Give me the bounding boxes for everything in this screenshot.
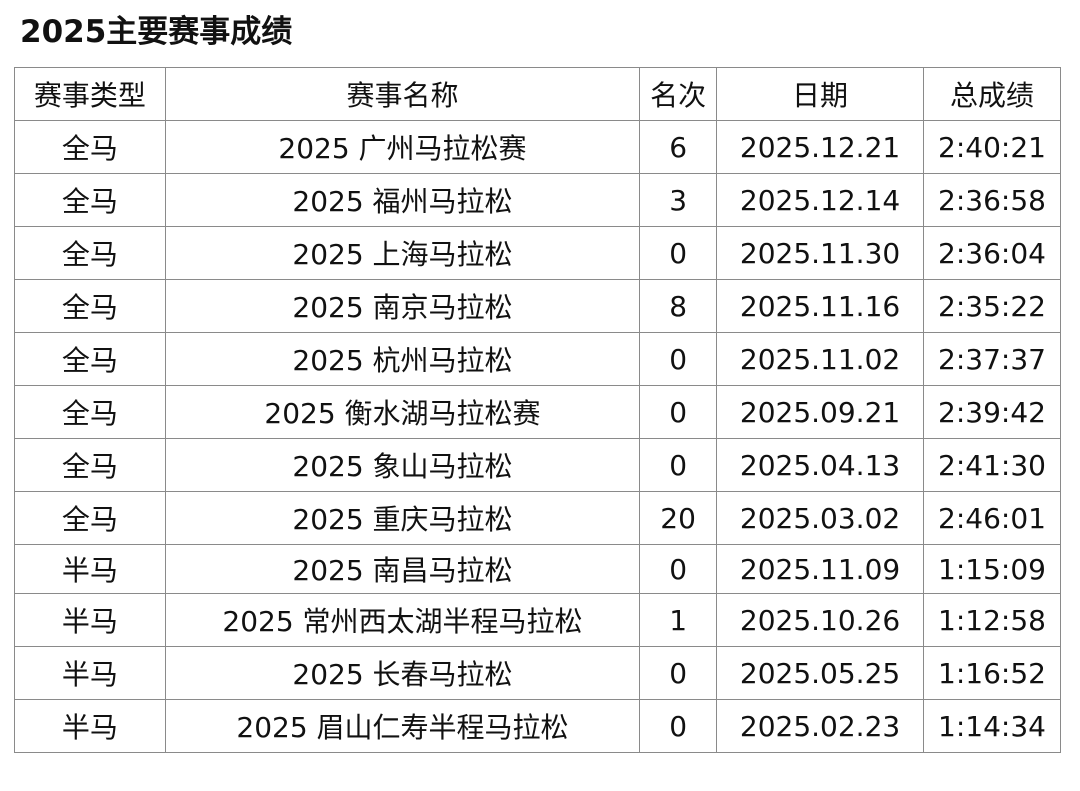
header-date: 日期 xyxy=(716,67,924,121)
cell-rank: 0 xyxy=(639,385,718,439)
table-row: 全马 2025 福州马拉松 3 2025.12.14 2:36:58 xyxy=(14,173,1061,227)
cell-type: 半马 xyxy=(14,646,166,700)
cell-rank: 0 xyxy=(639,332,718,386)
table-row: 半马 2025 常州西太湖半程马拉松 1 2025.10.26 1:12:58 xyxy=(14,593,1061,647)
cell-race-name: 2025 常州西太湖半程马拉松 xyxy=(164,593,641,647)
cell-rank: 0 xyxy=(639,438,718,492)
cell-rank: 20 xyxy=(639,491,718,545)
cell-result: 2:39:42 xyxy=(923,385,1061,439)
header-type: 赛事类型 xyxy=(14,67,166,121)
cell-race-name: 2025 重庆马拉松 xyxy=(164,491,641,545)
cell-result: 2:41:30 xyxy=(923,438,1061,492)
table-row: 全马 2025 衡水湖马拉松赛 0 2025.09.21 2:39:42 xyxy=(14,385,1061,439)
cell-type: 全马 xyxy=(14,332,166,386)
cell-rank: 0 xyxy=(639,699,718,753)
table-row: 全马 2025 南京马拉松 8 2025.11.16 2:35:22 xyxy=(14,279,1061,333)
cell-date: 2025.11.02 xyxy=(716,332,924,386)
cell-date: 2025.12.21 xyxy=(716,120,924,174)
cell-race-name: 2025 南昌马拉松 xyxy=(164,544,641,594)
cell-type: 全马 xyxy=(14,120,166,174)
cell-type: 全马 xyxy=(14,385,166,439)
cell-result: 1:12:58 xyxy=(923,593,1061,647)
cell-rank: 0 xyxy=(639,646,718,700)
cell-race-name: 2025 上海马拉松 xyxy=(164,226,641,280)
cell-result: 2:35:22 xyxy=(923,279,1061,333)
cell-race-name: 2025 广州马拉松赛 xyxy=(164,120,641,174)
cell-date: 2025.05.25 xyxy=(716,646,924,700)
table-row: 半马 2025 长春马拉松 0 2025.05.25 1:16:52 xyxy=(14,646,1061,700)
table-row: 全马 2025 上海马拉松 0 2025.11.30 2:36:04 xyxy=(14,226,1061,280)
cell-type: 半马 xyxy=(14,699,166,753)
cell-result: 2:37:37 xyxy=(923,332,1061,386)
cell-race-name: 2025 眉山仁寿半程马拉松 xyxy=(164,699,641,753)
cell-rank: 3 xyxy=(639,173,718,227)
cell-type: 半马 xyxy=(14,544,166,594)
cell-date: 2025.03.02 xyxy=(716,491,924,545)
header-name: 赛事名称 xyxy=(164,67,641,121)
cell-date: 2025.10.26 xyxy=(716,593,924,647)
cell-rank: 1 xyxy=(639,593,718,647)
cell-date: 2025.02.23 xyxy=(716,699,924,753)
cell-rank: 0 xyxy=(639,544,718,594)
header-row: 赛事类型 赛事名称 名次 日期 总成绩 xyxy=(14,67,1061,121)
cell-race-name: 2025 衡水湖马拉松赛 xyxy=(164,385,641,439)
results-table: 赛事类型 赛事名称 名次 日期 总成绩 全马 2025 广州马拉松赛 6 2025.1… xyxy=(14,67,1061,753)
cell-date: 2025.11.16 xyxy=(716,279,924,333)
cell-result: 1:15:09 xyxy=(923,544,1061,594)
cell-date: 2025.11.30 xyxy=(716,226,924,280)
cell-race-name: 2025 福州马拉松 xyxy=(164,173,641,227)
table-row: 半马 2025 眉山仁寿半程马拉松 0 2025.02.23 1:14:34 xyxy=(14,699,1061,753)
cell-type: 全马 xyxy=(14,279,166,333)
cell-rank: 6 xyxy=(639,120,718,174)
page-title: 2025主要赛事成绩 xyxy=(20,14,293,50)
cell-rank: 8 xyxy=(639,279,718,333)
table-row: 全马 2025 杭州马拉松 0 2025.11.02 2:37:37 xyxy=(14,332,1061,386)
cell-type: 全马 xyxy=(14,226,166,280)
cell-result: 2:40:21 xyxy=(923,120,1061,174)
cell-result: 2:36:04 xyxy=(923,226,1061,280)
table-row: 半马 2025 南昌马拉松 0 2025.11.09 1:15:09 xyxy=(14,544,1061,594)
cell-result: 2:36:58 xyxy=(923,173,1061,227)
table-row: 全马 2025 广州马拉松赛 6 2025.12.21 2:40:21 xyxy=(14,120,1061,174)
cell-type: 半马 xyxy=(14,593,166,647)
cell-result: 1:16:52 xyxy=(923,646,1061,700)
table-row: 全马 2025 象山马拉松 0 2025.04.13 2:41:30 xyxy=(14,438,1061,492)
cell-date: 2025.12.14 xyxy=(716,173,924,227)
header-rank: 名次 xyxy=(639,67,718,121)
cell-race-name: 2025 南京马拉松 xyxy=(164,279,641,333)
cell-type: 全马 xyxy=(14,173,166,227)
cell-race-name: 2025 象山马拉松 xyxy=(164,438,641,492)
cell-type: 全马 xyxy=(14,438,166,492)
cell-result: 1:14:34 xyxy=(923,699,1061,753)
cell-race-name: 2025 杭州马拉松 xyxy=(164,332,641,386)
cell-rank: 0 xyxy=(639,226,718,280)
cell-race-name: 2025 长春马拉松 xyxy=(164,646,641,700)
cell-date: 2025.04.13 xyxy=(716,438,924,492)
table-row: 全马 2025 重庆马拉松 20 2025.03.02 2:46:01 xyxy=(14,491,1061,545)
header-result: 总成绩 xyxy=(923,67,1061,121)
cell-result: 2:46:01 xyxy=(923,491,1061,545)
cell-date: 2025.09.21 xyxy=(716,385,924,439)
cell-date: 2025.11.09 xyxy=(716,544,924,594)
cell-type: 全马 xyxy=(14,491,166,545)
